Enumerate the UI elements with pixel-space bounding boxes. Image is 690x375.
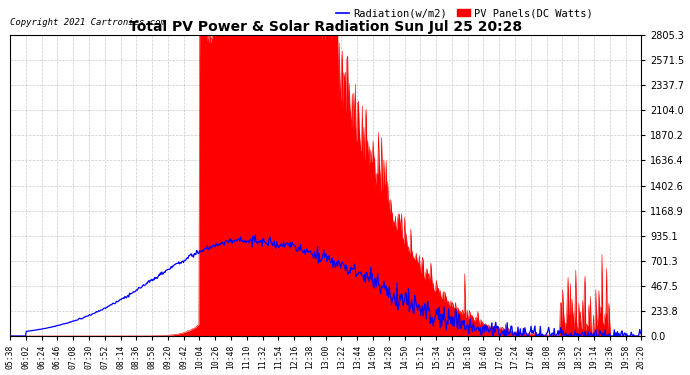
Legend: Radiation(w/m2), PV Panels(DC Watts): Radiation(w/m2), PV Panels(DC Watts) <box>333 4 597 22</box>
Title: Total PV Power & Solar Radiation Sun Jul 25 20:28: Total PV Power & Solar Radiation Sun Jul… <box>129 20 522 34</box>
Text: Copyright 2021 Cartronics.com: Copyright 2021 Cartronics.com <box>10 18 166 27</box>
